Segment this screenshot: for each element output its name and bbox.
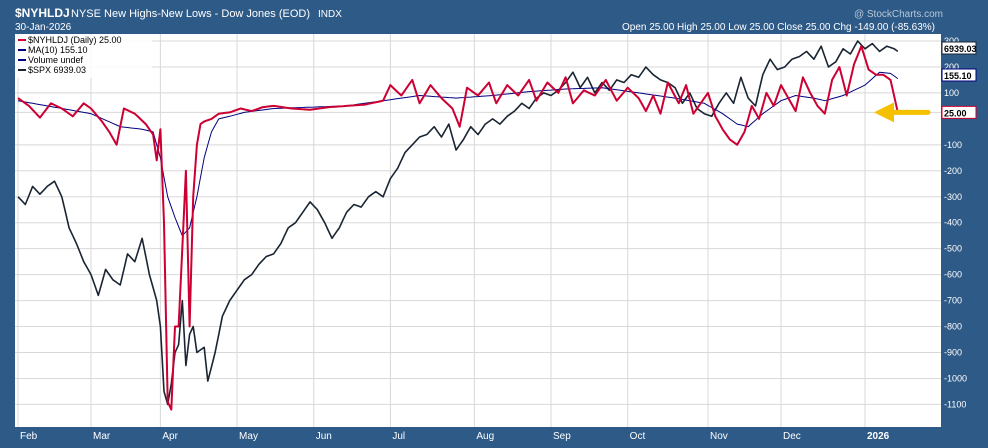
x-tick-label: 2026 [867,431,890,442]
spx-line [17,40,899,406]
x-tick-label: Jun [316,431,332,442]
spx-price-badge-box [941,41,977,55]
exchange-tag: INDX [318,9,342,20]
x-tick-label: Mar [93,431,111,442]
y-tick-label: 100 [944,88,959,98]
symbol-title: $NYHLDJ [15,6,70,20]
y-tick-label: -100 [944,140,962,150]
x-tick-label: May [239,431,258,442]
x-tick-label: Apr [162,431,178,442]
date-label: 30-Jan-2026 [15,22,72,33]
y-tick-label: -700 [944,296,962,306]
x-tick-label: Dec [783,431,801,442]
watermark: @ StockCharts.com [854,9,943,20]
ma10-badge: 155.10 [944,71,972,81]
series-lines [17,40,899,411]
y-tick-label: -500 [944,244,962,254]
legend-ma10-label: MA(10) 155.10 [28,45,88,55]
x-axis-labels: Feb Mar Apr May Jun Jul Aug Sep Oct Nov Dec 2026 [20,431,890,442]
y-tick-label: -900 [944,348,962,358]
index-name: NYSE New Highs-New Lows - Dow Jones (EOD… [71,8,310,20]
nyhldj-line [17,45,899,411]
y-tick-label: 300 [944,36,959,46]
yellow-arrow-annotation [874,102,931,123]
y-tick-label: -400 [944,218,962,228]
close-price-badge: 25.00 [944,108,967,118]
y-tick-label: -1100 [944,399,966,409]
x-tick-label: Sep [553,431,571,442]
grid [15,34,941,427]
legend-volume-label: Volume undef [28,55,84,65]
x-tick-label: Nov [710,431,728,442]
x-tick-label: Jul [392,431,405,442]
spx-price-badge: 6939.03 [944,44,977,54]
y-axis-labels: 30020010025-100-200-300-400-500-600-700-… [944,36,967,409]
x-tick-label: Oct [630,431,646,442]
arrow-head [874,102,894,123]
y-tick-label: -600 [944,270,962,280]
legend-nyhldj-label: $NYHLDJ (Daily) 25.00 [28,35,122,45]
x-tick-label: Aug [476,431,494,442]
ma10-line [17,71,899,237]
ohlc-stats: Open 25.00 High 25.00 Low 25.00 Close 25… [622,22,935,33]
y-tick-label: -1000 [944,373,967,383]
x-tick-label: Feb [20,431,38,442]
y-tick-label: 200 [944,62,959,72]
legend-spx-label: $SPX 6939.03 [28,65,86,75]
y-tick-label: -800 [944,322,962,332]
price-badges: 6939.03 155.10 25.00 [941,41,977,119]
plot-area [15,34,941,427]
legend-box [16,35,152,78]
y-tick-label: -300 [944,192,962,202]
close-price-badge-box [941,105,977,119]
ma10-badge-box [941,68,977,82]
y-tick-label: -200 [944,166,962,176]
